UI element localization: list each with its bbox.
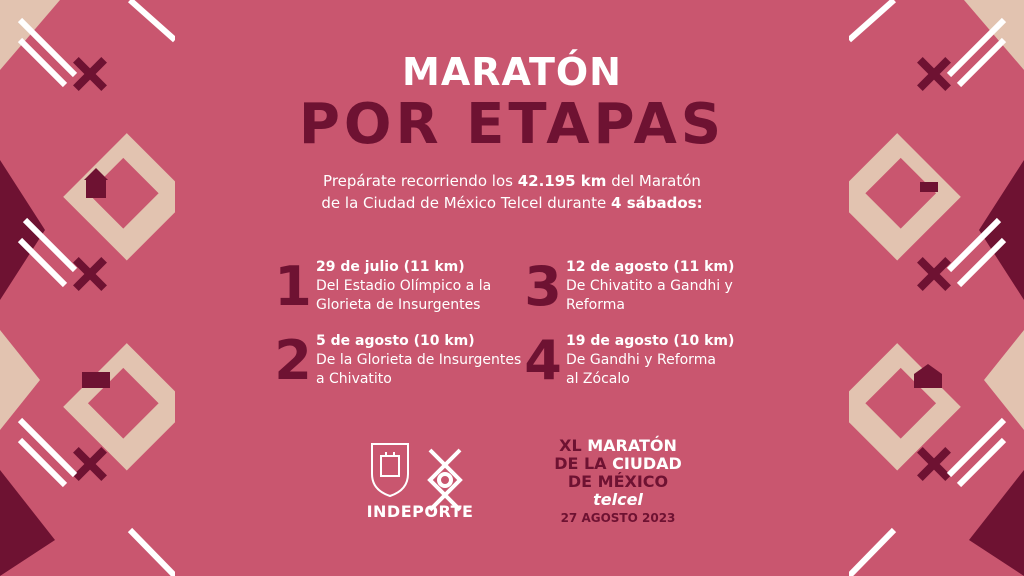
stage-text: 19 de agosto (10 km) De Gandhi y Reforma… (566, 332, 734, 389)
cdmx-knot-logo-icon (427, 448, 463, 512)
stage-1: 1 29 de julio (11 km) Del Estadio Olímpi… (272, 258, 491, 315)
government-logos (371, 443, 463, 512)
stage-route-line: De Gandhi y Reforma (566, 352, 716, 368)
marathon-logo-line: DE LA CIUDAD (548, 455, 688, 473)
intro-line-2: de la Ciudad de México Telcel durante 4 … (262, 192, 762, 214)
logo-word: XL (559, 436, 582, 455)
intro-text-part: Prepárate recorriendo los (323, 172, 518, 190)
intro-line-1: Prepárate recorriendo los 42.195 km del … (262, 170, 762, 192)
logo-word: DE LA (554, 454, 607, 473)
logo-word: CIUDAD (612, 454, 682, 473)
stage-route-line: Del Estadio Olímpico a la (316, 278, 492, 294)
marathon-logo-line: DE MÉXICO (548, 473, 688, 491)
stage-3: 3 12 de agosto (11 km) De Chivatito a Ga… (522, 258, 734, 315)
city-coat-of-arms-icon (371, 443, 409, 498)
intro-text-part: de la Ciudad de México Telcel durante (321, 194, 612, 212)
stage-text: 5 de agosto (10 km) De la Glorieta de In… (316, 332, 521, 389)
logo-word: DE MÉXICO (567, 472, 669, 491)
stage-text: 12 de agosto (11 km) De Chivatito a Gand… (566, 258, 734, 315)
title-by-stages: POR ETAPAS (298, 92, 726, 157)
stage-route-line: De Chivatito a Gandhi y (566, 278, 733, 294)
stage-route-line: a Chivatito (316, 371, 392, 387)
stage-route-line: De la Glorieta de Insurgentes (316, 352, 522, 368)
intro-text-part: del Maratón (606, 172, 701, 190)
stage-4: 4 19 de agosto (10 km) De Gandhi y Refor… (522, 332, 734, 389)
logo-word: MARATÓN (587, 436, 677, 455)
stage-number: 3 (524, 254, 562, 318)
left-textile-border (0, 0, 175, 576)
intro-saturdays: 4 sábados: (611, 194, 703, 212)
marathon-date: 27 AGOSTO 2023 (560, 511, 676, 525)
title-marathon: MARATÓN (402, 50, 622, 94)
telcel-wordmark: telcel (593, 490, 643, 509)
intro-text: Prepárate recorriendo los 42.195 km del … (262, 170, 762, 214)
stage-date: 19 de agosto (10 km) (566, 333, 735, 349)
marathon-logo: XL MARATÓN DE LA CIUDAD DE MÉXICO telcel… (548, 437, 688, 527)
stage-date: 5 de agosto (10 km) (316, 333, 475, 349)
stage-number: 1 (274, 254, 312, 318)
stage-route-line: Glorieta de Insurgentes (316, 297, 481, 313)
stage-number: 4 (524, 328, 562, 392)
stage-route-line: al Zócalo (566, 371, 630, 387)
right-textile-border (849, 0, 1024, 576)
indeporte-label: INDEPORTE (366, 502, 474, 521)
stage-date: 29 de julio (11 km) (316, 259, 465, 275)
stage-text: 29 de julio (11 km) Del Estadio Olímpico… (316, 258, 491, 315)
stage-2: 2 5 de agosto (10 km) De la Glorieta de … (272, 332, 521, 389)
intro-distance: 42.195 km (517, 172, 607, 190)
marathon-logo-line: XL MARATÓN (548, 437, 688, 455)
stage-route-line: Reforma (566, 297, 625, 313)
stage-date: 12 de agosto (11 km) (566, 259, 735, 275)
stage-number: 2 (274, 328, 312, 392)
